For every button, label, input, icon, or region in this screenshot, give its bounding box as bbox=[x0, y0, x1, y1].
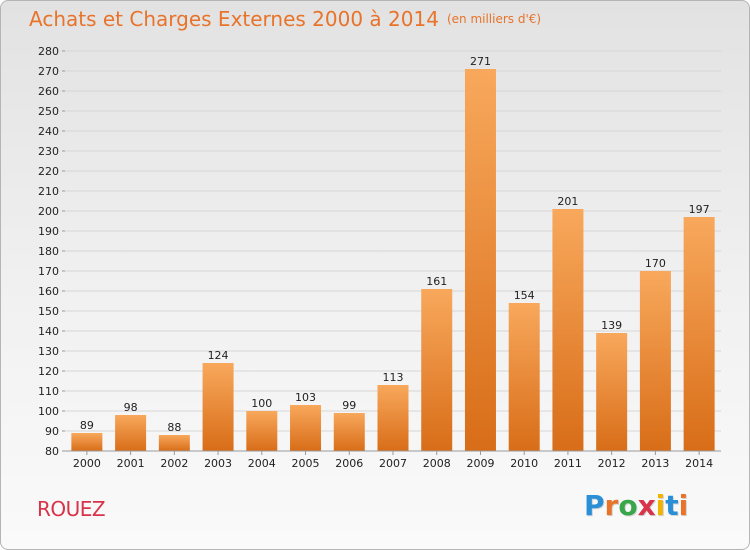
y-tick-label: 280 bbox=[38, 45, 59, 58]
data-label-2009: 271 bbox=[470, 55, 491, 68]
bar-2000 bbox=[71, 433, 103, 451]
y-tick-label: 250 bbox=[38, 105, 59, 118]
y-tick-label: 150 bbox=[38, 305, 59, 318]
data-label-2000: 89 bbox=[80, 419, 94, 432]
x-tick-label-2000: 2000 bbox=[73, 457, 101, 470]
bar-2003 bbox=[202, 363, 234, 451]
x-tick-label-2013: 2013 bbox=[641, 457, 669, 470]
bars bbox=[71, 69, 715, 451]
place-name: ROUEZ bbox=[37, 497, 106, 521]
bar-2001 bbox=[115, 415, 147, 451]
chart-subtitle: (en milliers d'€) bbox=[446, 12, 542, 26]
y-tick-label: 100 bbox=[38, 405, 59, 418]
data-label-2006: 99 bbox=[342, 399, 356, 412]
bar-2009 bbox=[464, 69, 496, 451]
y-tick-label: 80 bbox=[45, 445, 59, 458]
y-tick-label: 260 bbox=[38, 85, 59, 98]
x-tick-label-2012: 2012 bbox=[598, 457, 626, 470]
data-label-2005: 103 bbox=[295, 391, 316, 404]
bar-2012 bbox=[596, 333, 628, 451]
x-tick-label-2006: 2006 bbox=[335, 457, 363, 470]
data-label-2013: 170 bbox=[645, 257, 666, 270]
data-label-2012: 139 bbox=[601, 319, 622, 332]
logo-letter: i bbox=[678, 489, 689, 522]
x-tick-label-2002: 2002 bbox=[160, 457, 188, 470]
x-tick-label-2014: 2014 bbox=[685, 457, 713, 470]
y-tick-label: 230 bbox=[38, 145, 59, 158]
y-tick-label: 90 bbox=[45, 425, 59, 438]
data-label-2004: 100 bbox=[251, 397, 272, 410]
x-tick-label-2005: 2005 bbox=[292, 457, 320, 470]
bar-2011 bbox=[552, 209, 584, 451]
bar-2002 bbox=[158, 435, 190, 451]
logo-letter: x bbox=[637, 489, 656, 522]
bar-2004 bbox=[246, 411, 278, 451]
bar-2005 bbox=[290, 405, 322, 451]
y-tick-label: 200 bbox=[38, 205, 59, 218]
y-tick-label: 190 bbox=[38, 225, 59, 238]
logo-letter: r bbox=[604, 489, 619, 522]
x-tick-label-2011: 2011 bbox=[554, 457, 582, 470]
data-label-2003: 124 bbox=[208, 349, 229, 362]
x-axis-ticks: 2000 2001 2002 2003 2004 2005 2006 2007 2008 2009… bbox=[65, 450, 721, 470]
logo-letter: P bbox=[584, 489, 605, 522]
x-tick-label-2008: 2008 bbox=[423, 457, 451, 470]
bar-2008 bbox=[421, 289, 453, 451]
y-axis-ticks: 80 90 100 110 120 130 140 150 160 170 180 190 200 210… bbox=[38, 45, 65, 458]
bar-2007 bbox=[377, 385, 409, 451]
data-label-2007: 113 bbox=[383, 371, 404, 384]
y-tick-label: 120 bbox=[38, 365, 59, 378]
logo-letter: o bbox=[618, 489, 638, 522]
data-label-2002: 88 bbox=[167, 421, 181, 434]
y-tick-label: 140 bbox=[38, 325, 59, 338]
proxiti-logo: Proxiti bbox=[584, 489, 688, 522]
y-tick-label: 160 bbox=[38, 285, 59, 298]
chart-title: Achats et Charges Externes 2000 à 2014 (e… bbox=[29, 7, 541, 31]
y-tick-label: 210 bbox=[38, 185, 59, 198]
y-tick-label: 270 bbox=[38, 65, 59, 78]
bar-2014 bbox=[683, 217, 715, 451]
x-tick-label-2010: 2010 bbox=[510, 457, 538, 470]
data-label-2011: 201 bbox=[557, 195, 578, 208]
y-tick-label: 110 bbox=[38, 385, 59, 398]
bar-2006 bbox=[333, 413, 365, 451]
x-tick-label-2009: 2009 bbox=[466, 457, 494, 470]
logo-letter: i bbox=[655, 489, 666, 522]
data-label-2001: 98 bbox=[124, 401, 138, 414]
chart-title-text: Achats et Charges Externes 2000 à 2014 bbox=[29, 7, 439, 31]
y-tick-label: 240 bbox=[38, 125, 59, 138]
y-tick-label: 170 bbox=[38, 265, 59, 278]
data-label-2014: 197 bbox=[689, 203, 710, 216]
x-tick-label-2003: 2003 bbox=[204, 457, 232, 470]
logo-letter: t bbox=[665, 489, 679, 522]
y-tick-label: 220 bbox=[38, 165, 59, 178]
x-tick-label-2004: 2004 bbox=[248, 457, 276, 470]
bar-2010 bbox=[508, 303, 540, 451]
y-tick-label: 130 bbox=[38, 345, 59, 358]
data-label-2010: 154 bbox=[514, 289, 535, 302]
y-tick-label: 180 bbox=[38, 245, 59, 258]
data-label-2008: 161 bbox=[426, 275, 447, 288]
data-labels: 89 98 88 124 100 103 99 113 161 271 154 201 139 170 19… bbox=[80, 55, 710, 434]
x-tick-label-2007: 2007 bbox=[379, 457, 407, 470]
x-tick-label-2001: 2001 bbox=[117, 457, 145, 470]
bar-2013 bbox=[639, 271, 671, 451]
